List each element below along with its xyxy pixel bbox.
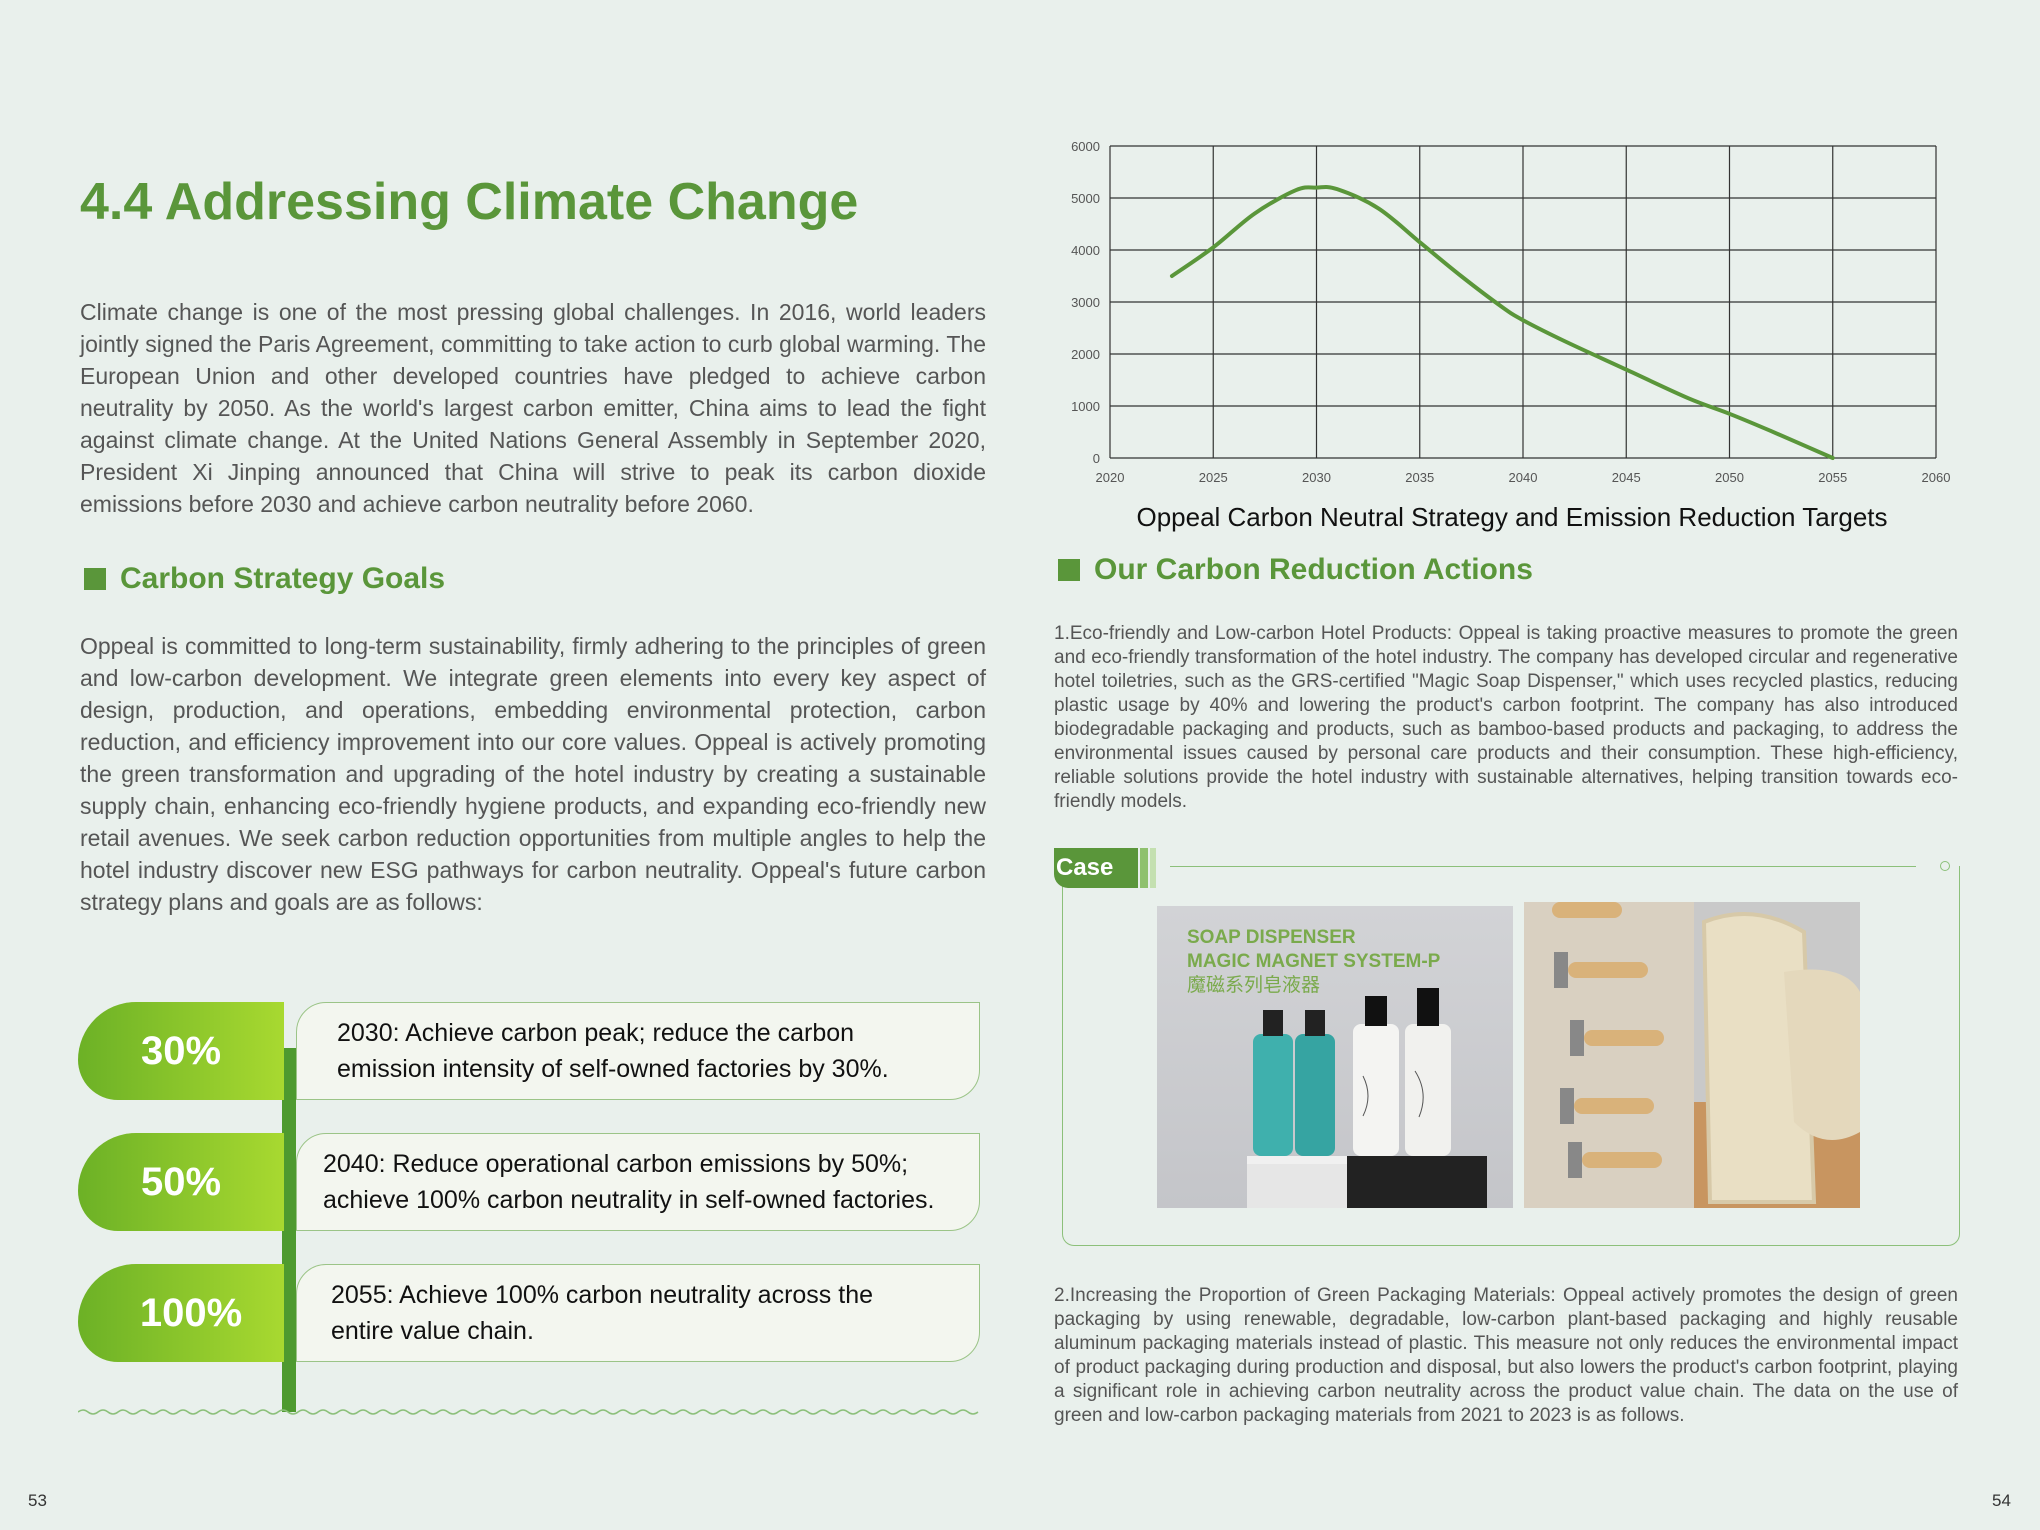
bamboo-razors-slippers-illustration [1524, 902, 1860, 1208]
case-line-end-dot [1940, 861, 1950, 871]
wavy-ground-line [78, 1409, 979, 1415]
y-tick-label: 3000 [1071, 295, 1100, 310]
goal-leaf-2: 50% [78, 1133, 284, 1231]
soap-dispenser-image: SOAP DISPENSER MAGIC MAGNET SYSTEM-P 魔磁系… [1157, 906, 1513, 1208]
goal-percent-1: 30% [140, 1028, 222, 1073]
carbon-strategy-heading: Carbon Strategy Goals [84, 562, 445, 596]
x-tick-label: 2060 [1922, 470, 1950, 485]
x-tick-label: 2025 [1199, 470, 1228, 485]
y-tick-label: 5000 [1071, 191, 1100, 206]
case-tag: Case [1054, 848, 1156, 888]
x-tick-label: 2030 [1302, 470, 1331, 485]
image-caption-line-3: 魔磁系列皂液器 [1187, 975, 1321, 996]
goal-3-line-1: 2055: Achieve 100% carbon neutrality acr… [331, 1281, 874, 1309]
goal-3-line-2: entire value chain. [331, 1317, 534, 1345]
goal-leaf-3: 100% [78, 1264, 284, 1362]
page-number-right: 54 [1992, 1491, 2011, 1510]
x-tick-label: 2035 [1405, 470, 1434, 485]
image-caption-line-2: MAGIC MAGNET SYSTEM-P [1187, 951, 1441, 972]
x-tick-label: 2045 [1612, 470, 1641, 485]
page-number-left: 53 [28, 1491, 47, 1510]
goal-2-line-2: achieve 100% carbon neutrality in self-o… [323, 1186, 935, 1214]
carbon-actions-heading: Our Carbon Reduction Actions [1058, 553, 1533, 587]
image-caption: SOAP DISPENSER MAGIC MAGNET SYSTEM-P 魔磁系… [1187, 926, 1440, 998]
y-tick-label: 4000 [1071, 243, 1100, 258]
goal-box-2: 2040: Reduce operational carbon emission… [296, 1133, 980, 1231]
y-tick-label: 0 [1093, 451, 1100, 466]
square-bullet-icon [84, 568, 106, 590]
y-tick-label: 2000 [1071, 347, 1100, 362]
y-tick-label: 6000 [1071, 139, 1100, 154]
carbon-strategy-heading-text: Carbon Strategy Goals [120, 562, 446, 595]
x-tick-label: 2040 [1509, 470, 1538, 485]
case-frame [1062, 866, 1960, 1246]
bamboo-products-image [1524, 902, 1860, 1208]
goal-percent-3: 100% [139, 1290, 243, 1335]
action-item-1: 1.Eco-friendly and Low-carbon Hotel Prod… [1054, 623, 1958, 812]
carbon-actions-heading-text: Our Carbon Reduction Actions [1094, 553, 1533, 586]
goal-1-line-2: emission intensity of self-owned factori… [337, 1055, 889, 1083]
goal-percent-2: 50% [140, 1159, 222, 1204]
y-tick-label: 1000 [1071, 399, 1100, 414]
goal-2-line-1: 2040: Reduce operational carbon emission… [323, 1150, 909, 1178]
goal-box-3: 2055: Achieve 100% carbon neutrality acr… [296, 1264, 980, 1362]
image-caption-line-1: SOAP DISPENSER [1187, 927, 1356, 948]
square-bullet-icon [1058, 559, 1080, 581]
intro-paragraph: Climate change is one of the most pressi… [80, 299, 986, 517]
action-item-2: 2.Increasing the Proportion of Green Pac… [1054, 1285, 1958, 1426]
x-tick-label: 2050 [1715, 470, 1744, 485]
chart-title: Oppeal Carbon Neutral Strategy and Emiss… [1136, 502, 1888, 532]
goal-1-line-1: 2030: Achieve carbon peak; reduce the ca… [337, 1019, 855, 1047]
goal-box-1: 2030: Achieve carbon peak; reduce the ca… [296, 1002, 980, 1100]
x-tick-label: 2055 [1818, 470, 1847, 485]
case-label: Case [1056, 854, 1114, 881]
goals-stem [282, 1048, 296, 1412]
page-title: 4.4 Addressing Climate Change [80, 173, 859, 231]
carbon-strategy-paragraph: Oppeal is committed to long-term sustain… [80, 633, 986, 915]
series-line [1169, 185, 1835, 460]
soap-bottles-illustration [1247, 988, 1487, 1208]
goal-leaf-1: 30% [78, 1002, 284, 1100]
emission-line-chart: 2020 2025 2030 2035 2040 2045 2050 2055 2060 0 100… [1071, 139, 1950, 485]
case-top-line [1170, 866, 1916, 867]
x-tick-label: 2020 [1096, 470, 1125, 485]
